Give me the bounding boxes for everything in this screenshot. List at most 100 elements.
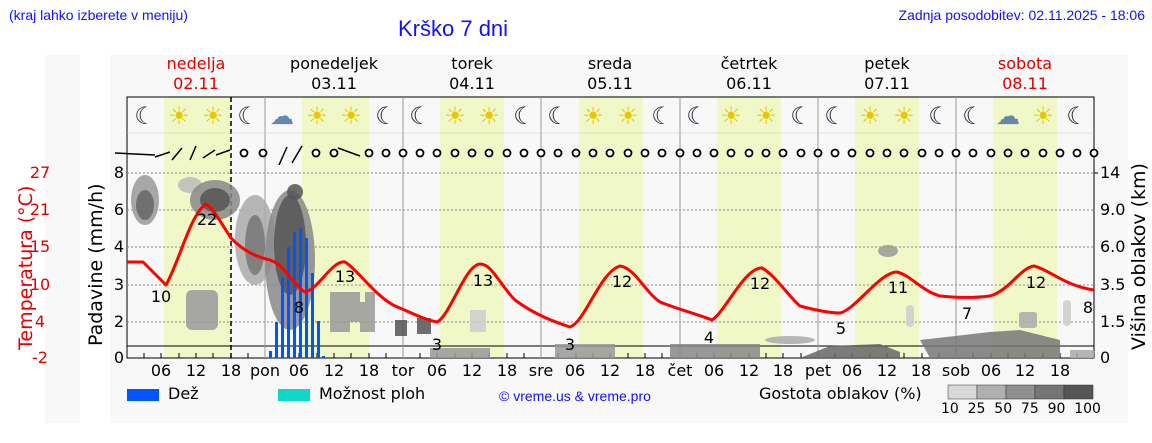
svg-text:☾: ☾ xyxy=(513,102,535,130)
svg-text:☀: ☀ xyxy=(582,102,604,130)
svg-text:☾: ☾ xyxy=(134,102,156,130)
density-tick: 25 xyxy=(967,401,986,417)
svg-text:Padavine (mm/h): Padavine (mm/h) xyxy=(85,183,107,346)
cloud-density xyxy=(131,175,1094,358)
svg-text:10: 10 xyxy=(151,287,171,306)
temp-tick: 27 xyxy=(29,163,51,182)
svg-text:☀: ☀ xyxy=(720,102,742,130)
precip-tick: 4 xyxy=(113,237,124,256)
temp-axis-label: Temperatura (°C) xyxy=(15,186,37,351)
day-label: torek 04.11 xyxy=(449,54,495,93)
svg-text:13: 13 xyxy=(473,271,493,290)
svg-text:5: 5 xyxy=(836,319,846,338)
weather-icons: ☾ ☀ ☀ ☾ ☁ ☀ ☀ ☾ ☾ ☀ ☀ ☾ ☾ ☀ ☀ ☾ ☾ ☀ ☀ ☾ ☾ ☀ ☀ ☾ ☾ ☁ ☀ ☾ xyxy=(134,102,1088,130)
temp-tick: 10 xyxy=(29,275,51,294)
x-tick: tor xyxy=(391,361,415,380)
day-label: sreda 05.11 xyxy=(587,54,633,93)
cloud-height-tick: 14 xyxy=(1100,163,1121,182)
svg-text:11: 11 xyxy=(888,278,908,297)
temperature-line xyxy=(127,202,1095,329)
svg-text:☀: ☀ xyxy=(306,102,328,130)
x-tick: 12 xyxy=(599,361,621,380)
precip-tick: 0 xyxy=(113,348,124,367)
rain-swatch xyxy=(127,389,159,401)
svg-text:4: 4 xyxy=(704,328,714,347)
x-tick: 18 xyxy=(496,361,518,380)
rain-legend-label: Dež xyxy=(168,384,199,403)
x-tick: 12 xyxy=(461,361,483,380)
page-title: Krško 7 dni xyxy=(398,16,509,41)
svg-text:☀: ☀ xyxy=(202,102,224,130)
svg-text:☾: ☾ xyxy=(790,102,812,130)
precip-tick: 8 xyxy=(113,163,124,182)
x-tick: 12 xyxy=(1014,361,1036,380)
day-label: četrtek 06.11 xyxy=(720,54,778,93)
precip-tick: 3 xyxy=(113,275,124,294)
x-tick: 12 xyxy=(876,361,898,380)
svg-text:☀: ☀ xyxy=(1032,102,1054,130)
x-tick: čet xyxy=(667,361,693,380)
svg-text:7: 7 xyxy=(962,304,972,323)
menu-hint: (kraj lahko izberete v meniju) xyxy=(9,7,188,23)
day-label: nedelja 02.11 xyxy=(166,54,226,93)
x-tick: 06 xyxy=(150,361,172,380)
svg-text:☁: ☁ xyxy=(270,102,294,130)
svg-text:3: 3 xyxy=(565,335,575,354)
temp-tick: 4 xyxy=(34,312,46,331)
cloud-height-axis-label: Višina oblakov (km) xyxy=(1128,163,1150,350)
svg-text:☁: ☁ xyxy=(996,102,1020,130)
x-tick: 18 xyxy=(910,361,932,380)
x-tick: pet xyxy=(804,361,832,380)
x-tick: 18 xyxy=(772,361,794,380)
x-tick: 18 xyxy=(634,361,656,380)
x-tick: 06 xyxy=(564,361,586,380)
svg-text:13: 13 xyxy=(335,267,355,286)
cloud-density-label: Gostota oblakov (%) xyxy=(759,384,922,403)
svg-text:☾: ☾ xyxy=(928,102,950,130)
temp-tick: 21 xyxy=(29,200,51,219)
svg-text:22: 22 xyxy=(197,210,217,229)
day-label: ponedeljek 03.11 xyxy=(290,54,378,93)
cloud-height-tick: 6.0 xyxy=(1100,237,1126,256)
showers-swatch xyxy=(278,389,310,401)
svg-text:☾: ☾ xyxy=(824,102,846,130)
x-tick: sre xyxy=(528,361,554,380)
svg-text:☀: ☀ xyxy=(444,102,466,130)
cloud-density-ticks: 10 25 50 75 90 100 xyxy=(941,401,1101,417)
x-tick: 12 xyxy=(323,361,345,380)
x-tick: 18 xyxy=(358,361,380,380)
svg-text:12: 12 xyxy=(750,274,770,293)
svg-text:☀: ☀ xyxy=(755,102,777,130)
svg-text:☾: ☾ xyxy=(651,102,673,130)
svg-text:☾: ☾ xyxy=(237,102,259,130)
daylight-bands xyxy=(164,97,1057,358)
x-tick: 06 xyxy=(426,361,448,380)
showers-legend-label: Možnost ploh xyxy=(319,384,426,403)
precip-tick: 2 xyxy=(113,312,124,331)
temp-tick: 15 xyxy=(29,237,51,256)
x-tick: 12 xyxy=(738,361,760,380)
svg-text:☾: ☾ xyxy=(375,102,397,130)
svg-text:☾: ☾ xyxy=(547,102,569,130)
svg-text:Višina oblakov (km): Višina oblakov (km) xyxy=(1128,163,1150,350)
cloud-height-tick: 0 xyxy=(1100,348,1111,367)
svg-text:8: 8 xyxy=(294,298,304,317)
last-update: Zadnja posodobitev: 02.11.2025 - 18:06 xyxy=(898,7,1145,23)
x-tick: 12 xyxy=(185,361,207,380)
svg-text:☀: ☀ xyxy=(893,102,915,130)
density-tick: 90 xyxy=(1047,401,1066,417)
cloud-density-scale xyxy=(947,384,1094,400)
rain-bars xyxy=(269,228,325,358)
precip-tick: 6 xyxy=(113,200,124,219)
svg-text:☀: ☀ xyxy=(340,102,362,130)
density-tick: 75 xyxy=(1020,401,1039,417)
svg-text:☾: ☾ xyxy=(962,102,984,130)
calm-wind-circles xyxy=(239,148,1099,158)
cloud-height-tick: 9.0 xyxy=(1100,200,1126,219)
svg-text:☾: ☾ xyxy=(686,102,708,130)
svg-text:☾: ☾ xyxy=(409,102,431,130)
copyright-link[interactable]: © vreme.us & vreme.pro xyxy=(499,388,651,404)
density-tick: 10 xyxy=(941,401,959,417)
day-label: petek 07.11 xyxy=(864,54,910,93)
